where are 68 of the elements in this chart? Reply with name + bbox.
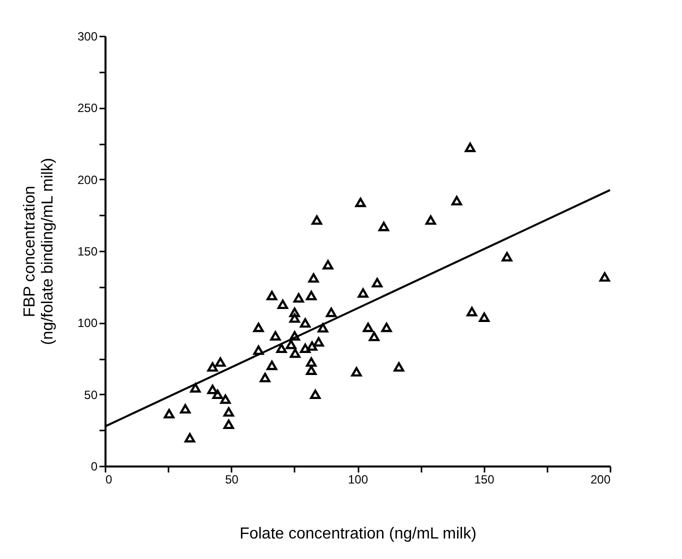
point xyxy=(378,222,390,232)
point xyxy=(164,408,174,418)
point xyxy=(289,331,300,341)
point xyxy=(286,340,296,350)
point xyxy=(451,196,462,206)
point xyxy=(290,348,300,358)
point xyxy=(180,404,191,414)
point xyxy=(464,142,476,152)
point xyxy=(368,332,380,342)
point xyxy=(372,278,382,288)
point xyxy=(355,198,366,208)
point xyxy=(300,344,311,354)
x-tick-label: 100 xyxy=(348,472,368,486)
point xyxy=(351,367,362,377)
point xyxy=(425,215,436,225)
point xyxy=(306,341,318,351)
point xyxy=(318,323,328,333)
point xyxy=(466,306,478,316)
point xyxy=(293,293,304,303)
x-tick-label: 150 xyxy=(474,472,495,486)
y-tick-label: 150 xyxy=(77,244,98,258)
point xyxy=(223,407,234,417)
point xyxy=(190,383,201,393)
x-tick-label: 50 xyxy=(225,472,239,486)
point xyxy=(502,252,512,262)
point xyxy=(207,384,218,394)
y-tick-label: 100 xyxy=(77,316,98,330)
y-axis-title: FBP concentration (ng/folate binding/mL milk) xyxy=(21,158,56,346)
point xyxy=(260,372,270,382)
y-tick-label: 50 xyxy=(84,388,98,402)
point xyxy=(300,318,311,328)
point xyxy=(184,433,196,442)
point xyxy=(358,288,368,298)
point xyxy=(310,390,321,400)
y-tick-label: 200 xyxy=(77,172,98,187)
point xyxy=(599,272,610,282)
point xyxy=(394,362,404,372)
point xyxy=(289,308,300,318)
point xyxy=(306,357,317,367)
point xyxy=(212,390,223,400)
x-tick-label: 200 xyxy=(590,472,611,486)
point xyxy=(207,362,218,372)
point xyxy=(289,313,300,323)
point xyxy=(223,420,234,430)
point xyxy=(312,215,322,225)
y-tick-label: 250 xyxy=(77,101,98,116)
point xyxy=(381,322,392,332)
point xyxy=(266,290,278,300)
y-tick-label: 300 xyxy=(77,30,98,44)
point xyxy=(306,366,317,375)
point xyxy=(276,344,287,354)
point xyxy=(313,337,324,347)
point xyxy=(277,300,288,310)
x-tick-label: 0 xyxy=(106,472,112,486)
point xyxy=(220,394,231,404)
point xyxy=(326,308,337,318)
point xyxy=(253,345,264,355)
y-tick-label: 0 xyxy=(90,460,98,474)
point xyxy=(306,290,317,300)
point xyxy=(362,322,374,332)
point xyxy=(215,357,226,367)
point xyxy=(266,360,278,370)
point xyxy=(478,312,490,322)
point xyxy=(253,322,264,332)
point xyxy=(322,260,334,270)
point xyxy=(270,331,281,341)
x-axis-title: Folate concentration (ng/mL milk) xyxy=(240,526,476,542)
point xyxy=(308,273,319,283)
